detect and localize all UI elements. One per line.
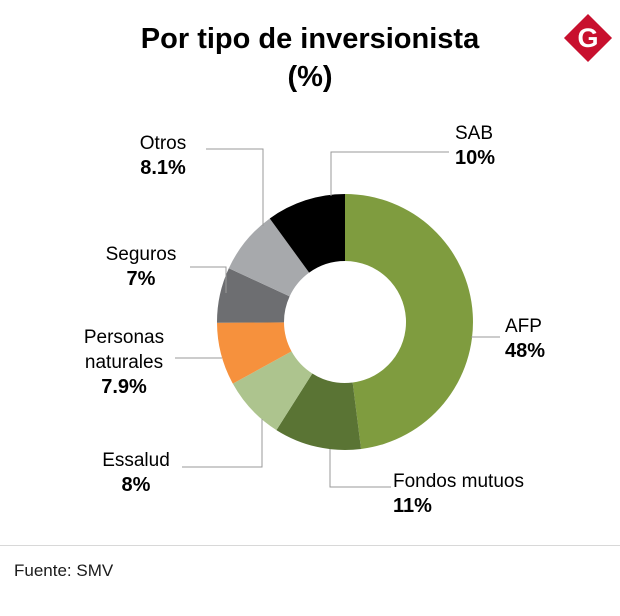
page-title: Por tipo de inversionista (%) [0, 20, 620, 96]
title-line-2: (%) [287, 61, 333, 93]
slice-label-essalud: Essalud 8% [88, 448, 184, 498]
leader-line [330, 151, 449, 196]
slice-value: 8% [121, 474, 151, 496]
slice-value: 11% [393, 495, 432, 517]
donut-slice-otros [228, 218, 310, 297]
source-caption: Fuente: SMV [14, 561, 114, 580]
slice-value: 48% [505, 340, 546, 362]
leader-line [190, 266, 227, 293]
donut-slice-fondos-mutuos [276, 373, 362, 450]
slice-value: 7.9% [101, 376, 147, 398]
slice-name: Seguros [105, 244, 177, 265]
gestion-logo: G [563, 13, 613, 63]
slice-value: 8.1% [140, 157, 186, 179]
donut-slice-seguros [216, 268, 290, 323]
slice-value: 10% [455, 147, 496, 169]
donut-slice-sab [269, 194, 345, 273]
slice-label-fondos-mutuos: Fondos mutuos 11% [393, 469, 524, 519]
donut-slice-personas-naturales [217, 322, 292, 384]
slice-label-sab: SAB 10% [455, 121, 495, 171]
slice-name: SAB [455, 123, 494, 144]
footer-divider [0, 545, 620, 546]
slice-name: AFP [505, 316, 542, 337]
slice-name: Otros [139, 133, 187, 154]
slice-label-otros: Otros 8.1% [122, 131, 204, 181]
title-line-1: Por tipo de inversionista [140, 23, 480, 55]
slice-label-afp: AFP 48% [505, 314, 545, 364]
slice-label-personas-naturales: Personas naturales 7.9% [72, 325, 176, 400]
leader-line [329, 449, 391, 488]
slice-name: Personas naturales [83, 327, 165, 373]
donut-slice-afp [345, 194, 473, 449]
donut-slice-essalud [232, 351, 313, 431]
logo-letter: G [577, 22, 599, 53]
slice-label-seguros: Seguros 7% [96, 242, 186, 292]
leader-line [206, 148, 264, 226]
leader-line [182, 419, 263, 468]
slice-name: Fondos mutuos [393, 471, 524, 492]
slice-value: 7% [126, 268, 156, 290]
slice-name: Essalud [102, 450, 170, 471]
